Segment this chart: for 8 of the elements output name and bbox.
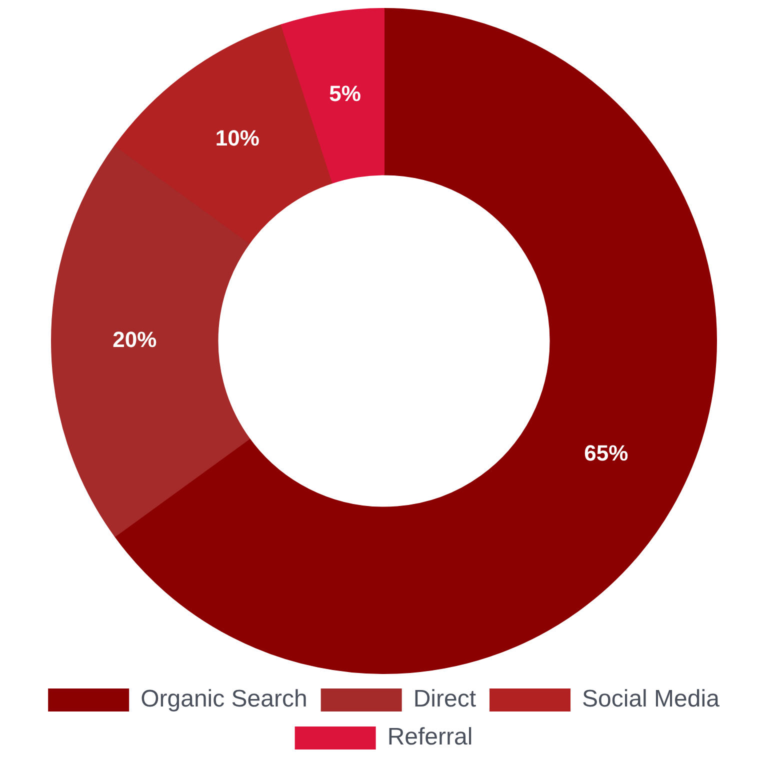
legend-label: Organic Search bbox=[140, 686, 308, 713]
data-label: 20% bbox=[112, 327, 157, 352]
data-label: 5% bbox=[329, 80, 361, 106]
legend-label: Direct bbox=[413, 686, 476, 713]
legend-label: Referral bbox=[387, 724, 473, 751]
data-label: 10% bbox=[215, 125, 260, 150]
data-label: 65% bbox=[584, 440, 628, 466]
legend-label: Social Media bbox=[582, 686, 720, 713]
